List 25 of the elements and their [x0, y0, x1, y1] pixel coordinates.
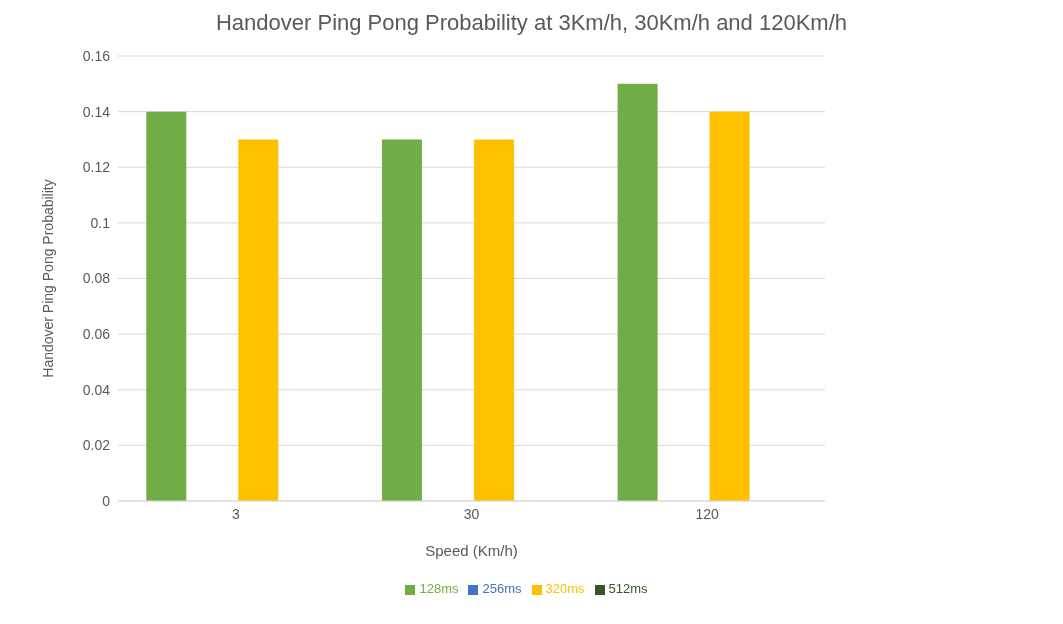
legend-label: 256ms	[482, 581, 522, 596]
x-axis-title: Speed (Km/h)	[425, 542, 518, 559]
bar	[473, 139, 514, 501]
bar	[381, 139, 422, 501]
x-tick-label: 120	[695, 505, 720, 522]
chart-title: Handover Ping Pong Probability at 3Km/h, 30Km/h and 120Km/h	[214, 10, 848, 36]
y-tick-label: 0.16	[82, 47, 111, 64]
bar	[238, 139, 279, 501]
legend-label: 128ms	[419, 581, 459, 596]
y-tick-label: 0.06	[82, 326, 111, 343]
legend-label: 320ms	[545, 581, 585, 596]
legend-label: 512ms	[608, 581, 648, 596]
y-tick-label: 0.02	[82, 437, 111, 454]
y-tick-label: 0.14	[82, 103, 111, 120]
y-tick-label: 0.04	[82, 381, 111, 398]
y-tick-label: 0.12	[82, 159, 111, 176]
y-tick-label: 0.1	[90, 214, 111, 231]
bar	[709, 111, 750, 501]
y-axis-title: Handover Ping Pong Probability	[39, 179, 56, 378]
bar	[617, 83, 658, 501]
y-tick-label: 0.08	[82, 270, 111, 287]
x-tick-label: 3	[231, 505, 240, 522]
bar	[146, 111, 187, 501]
y-tick-label: 0	[102, 492, 111, 509]
x-tick-label: 30	[463, 505, 480, 522]
